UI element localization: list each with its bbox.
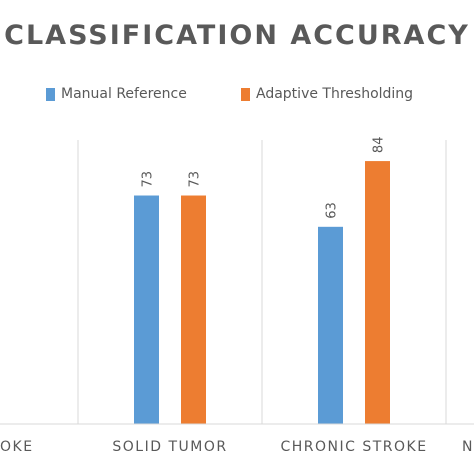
- data-label: 63: [325, 202, 340, 219]
- legend-swatch-manual-reference: [46, 87, 55, 101]
- legend-label-manual-reference: Manual Reference: [61, 86, 187, 102]
- legend-swatch-adaptive-thresholding: [241, 87, 250, 101]
- bar: [181, 195, 206, 424]
- chart-legend: Manual Reference Adaptive Thresholding: [0, 84, 474, 106]
- chart-title: CLASSIFICATION ACCURACY: [4, 20, 470, 51]
- legend-item-adaptive-thresholding: Adaptive Thresholding: [241, 86, 413, 102]
- bar: [134, 195, 159, 424]
- data-label: 73: [188, 171, 203, 188]
- legend-item-manual-reference: Manual Reference: [46, 86, 187, 102]
- data-label: 84: [372, 137, 387, 154]
- x-tick-label: SOLID TUMOR: [112, 439, 227, 455]
- legend-label-adaptive-thresholding: Adaptive Thresholding: [256, 86, 414, 102]
- x-tick-label: OKE: [0, 439, 34, 455]
- x-tick-label: CHRONIC STROKE: [280, 439, 427, 455]
- bar: [318, 226, 343, 424]
- bar: [365, 161, 390, 424]
- x-tick-label: N: [462, 439, 474, 455]
- data-label: 73: [141, 171, 156, 188]
